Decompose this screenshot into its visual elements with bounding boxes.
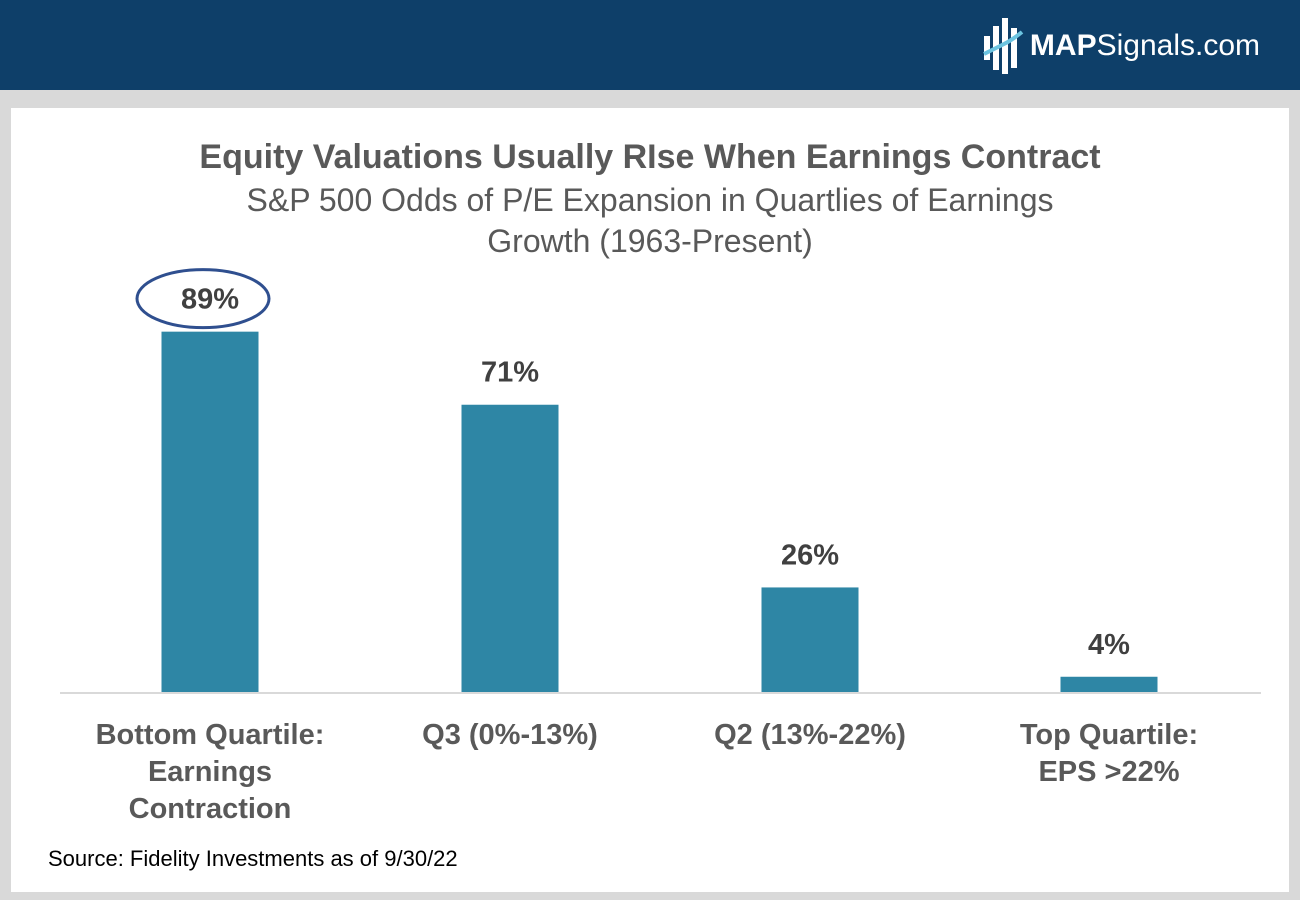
mapsignals-logo-icon	[983, 18, 1024, 74]
chart-title: Equity Valuations Usually RIse When Earn…	[199, 138, 1101, 176]
brand-name: MAPSignals.com	[1030, 31, 1260, 61]
source-note: Source: Fidelity Investments as of 9/30/…	[48, 846, 458, 871]
bar-chart: 89% Bottom Quartile: Earnings Contraction 71…	[60, 268, 1261, 825]
brand-name-rest: Signals.com	[1096, 29, 1260, 62]
category-label-1-line-3: Contraction	[129, 793, 292, 825]
chart-subtitle: S&P 500 Odds of P/E Expansion in Quartli…	[11, 180, 1289, 262]
category-label-1-line-1: Bottom Quartile:	[96, 719, 325, 751]
chart-subtitle-line2: Growth (1963-Present)	[487, 223, 813, 259]
header-bar: MAPSignals.com	[0, 0, 1300, 90]
category-label-4-line-2: EPS >22%	[1038, 756, 1179, 788]
data-label-1: 89%	[181, 284, 239, 316]
bar-2	[461, 404, 559, 693]
category-label-4-line-1: Top Quartile:	[1020, 719, 1198, 751]
data-label-3: 26%	[781, 539, 839, 571]
bar-3	[761, 587, 859, 693]
chart-subtitle-line1: S&P 500 Odds of P/E Expansion in Quartli…	[246, 182, 1054, 218]
category-label-2-line-1: Q3 (0%-13%)	[422, 719, 598, 751]
bar-4	[1060, 676, 1158, 693]
data-label-2: 71%	[481, 357, 539, 389]
highlight-ellipse	[135, 268, 271, 330]
brand-logo[interactable]: MAPSignals.com	[982, 14, 1260, 78]
brand-name-bold: MAP	[1029, 29, 1097, 62]
chart-panel: Equity Valuations Usually RIse When Earn…	[11, 108, 1289, 892]
data-label-4: 4%	[1088, 629, 1130, 661]
category-label-3-line-1: Q2 (13%-22%)	[714, 719, 906, 751]
bar-1	[161, 331, 259, 693]
category-label-1-line-2: Earnings	[148, 756, 272, 788]
